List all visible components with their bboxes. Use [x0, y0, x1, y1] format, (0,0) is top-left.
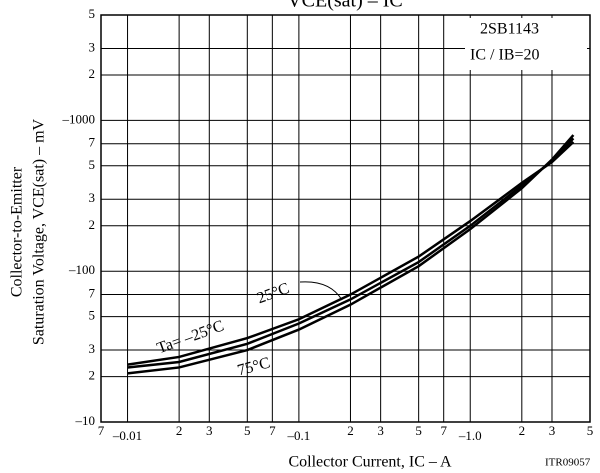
- y-tick-label: 5: [89, 157, 96, 172]
- y-tick-label: 2: [89, 66, 96, 81]
- y-axis-label: Collector-to-Emitter: [9, 166, 26, 297]
- y-tick-label: 3: [89, 341, 96, 356]
- y-tick-label: –100: [68, 262, 95, 277]
- y-tick-label: 7: [89, 286, 96, 301]
- x-tick-label: 5: [587, 423, 594, 438]
- annotation-box: [465, 18, 587, 70]
- x-tick-label: 2: [176, 423, 183, 438]
- x-tick-label: 3: [206, 423, 213, 438]
- y-tick-label: 3: [89, 39, 96, 54]
- x-tick-label: 7: [269, 423, 276, 438]
- x-tick-label: –1.0: [458, 428, 482, 443]
- x-tick-label: 3: [549, 423, 556, 438]
- y-tick-label: 2: [89, 217, 96, 232]
- y-tick-label: 5: [89, 308, 96, 323]
- plot-frame: [100, 14, 591, 423]
- series-line: [127, 134, 575, 375]
- arrow: [299, 281, 343, 301]
- series-label: 75°C: [236, 354, 272, 379]
- x-tick-label: 5: [244, 423, 251, 438]
- annotation: 2SB1143: [480, 21, 539, 38]
- series-label: 25°C: [255, 280, 292, 307]
- x-tick-label: 2: [519, 423, 526, 438]
- x-tick-label: 7: [440, 423, 447, 438]
- y-tick-label: 5: [89, 6, 96, 21]
- y-tick-label: 2: [89, 368, 96, 383]
- y-tick-label: 7: [89, 135, 96, 150]
- annotation: IC / IB=20: [470, 47, 539, 64]
- x-tick-label: 2: [347, 423, 354, 438]
- x-tick-label: 5: [415, 423, 422, 438]
- y-axis-label: Saturation Voltage, VCE(sat) – mV: [31, 118, 48, 345]
- y-tick-label: –1000: [62, 111, 96, 126]
- x-axis-label: Collector Current, IC – A: [288, 454, 452, 471]
- y-tick-label: 3: [89, 190, 96, 205]
- x-tick-label: –0.1: [287, 428, 311, 443]
- y-tick-label: –10: [75, 413, 96, 428]
- x-tick-label: 7: [98, 423, 105, 438]
- x-tick-label: 3: [377, 423, 384, 438]
- annotation: ITR09057: [545, 457, 591, 469]
- x-tick-label: –0.01: [112, 428, 142, 443]
- chart-title: VCE(sat) – IC: [287, 0, 403, 12]
